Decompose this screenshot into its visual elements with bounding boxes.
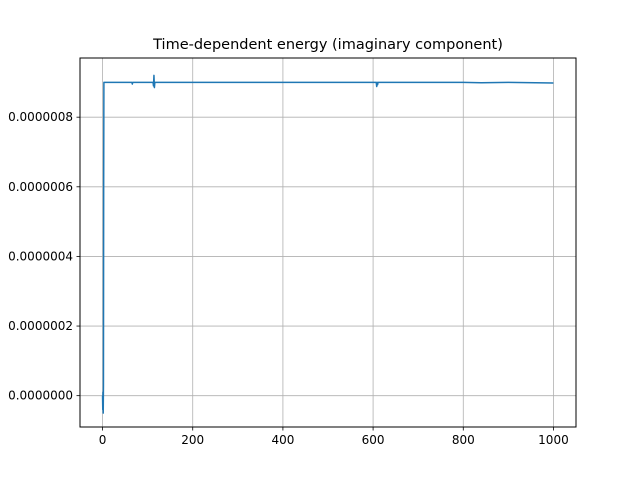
x-tick-label: 800 [452,433,475,447]
x-tick-label: 400 [271,433,294,447]
series-layer [101,74,554,414]
tick-layer: 0 200 400 600 800 1000 0.0000000 0.0000002 0.000… [8,110,569,447]
x-tick-label: 600 [362,433,385,447]
y-tick-label: 0.0000000 [8,389,73,403]
y-tick-label: 0.0000004 [8,249,73,263]
y-tick-label: 0.0000008 [8,110,73,124]
x-tick-label: 1000 [538,433,569,447]
chart-title: Time-dependent energy (imaginary compone… [152,37,503,53]
x-tick-label: 0 [99,433,107,447]
grid-layer [80,58,576,427]
plot-frame [79,57,577,428]
y-tick-label: 0.0000002 [8,319,73,333]
x-tick-label: 200 [181,433,204,447]
series-line [101,74,554,414]
y-tick-label: 0.0000006 [8,180,73,194]
